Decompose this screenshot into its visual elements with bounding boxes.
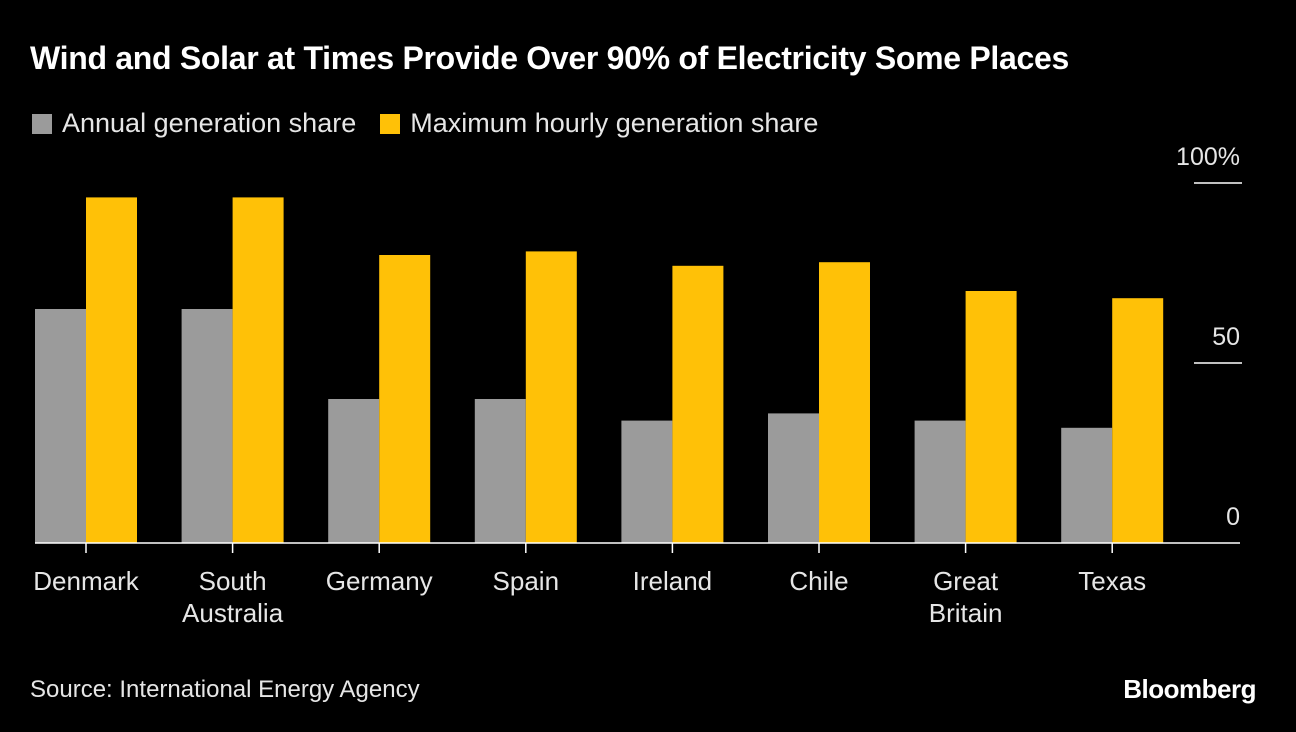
bar-max-hourly	[232, 197, 284, 543]
legend-swatch-annual	[32, 113, 52, 134]
bar-annual	[35, 309, 86, 543]
legend-label-annual: Annual generation share	[62, 108, 357, 138]
bar-max-hourly	[672, 265, 724, 543]
bar-max-hourly	[86, 197, 137, 543]
y-tick-label: 100%	[1176, 143, 1240, 171]
y-tick-label: 0	[1226, 503, 1240, 531]
chart-legend: Annual generation share Maximum hourly g…	[32, 108, 842, 139]
x-tick-label: Ireland	[633, 566, 713, 596]
bar-annual	[328, 399, 380, 543]
y-tick-label: 50	[1212, 323, 1240, 351]
legend-swatch-max-hourly	[380, 113, 401, 134]
legend-item-max-hourly: Maximum hourly generation share	[380, 108, 818, 139]
x-tick-label: Chile	[789, 566, 848, 596]
bar-annual	[768, 413, 819, 543]
x-tick-label: Texas	[1078, 566, 1146, 596]
x-tick-label: South Australia	[182, 566, 284, 628]
x-tick-label: Great Britain	[929, 566, 1003, 628]
bar-max-hourly	[819, 262, 870, 543]
bar-max-hourly	[965, 291, 1017, 543]
bar-max-hourly	[379, 255, 431, 543]
bar-annual	[621, 420, 673, 543]
chart-title: Wind and Solar at Times Provide Over 90%…	[30, 40, 1069, 76]
bar-max-hourly	[525, 251, 577, 543]
bar-annual	[1061, 427, 1113, 543]
bloomberg-logo: Bloomberg	[1123, 674, 1256, 704]
bar-max-hourly	[1112, 298, 1164, 543]
bar-annual	[474, 399, 526, 543]
bar-annual	[914, 420, 966, 543]
legend-label-max-hourly: Maximum hourly generation share	[410, 108, 819, 138]
bar-annual	[181, 309, 233, 543]
source-note: Source: International Energy Agency	[30, 676, 420, 703]
x-tick-label: Germany	[326, 566, 433, 596]
x-tick-label: Spain	[493, 566, 560, 596]
x-tick-label: Denmark	[33, 566, 139, 596]
legend-item-annual: Annual generation share	[32, 108, 356, 139]
